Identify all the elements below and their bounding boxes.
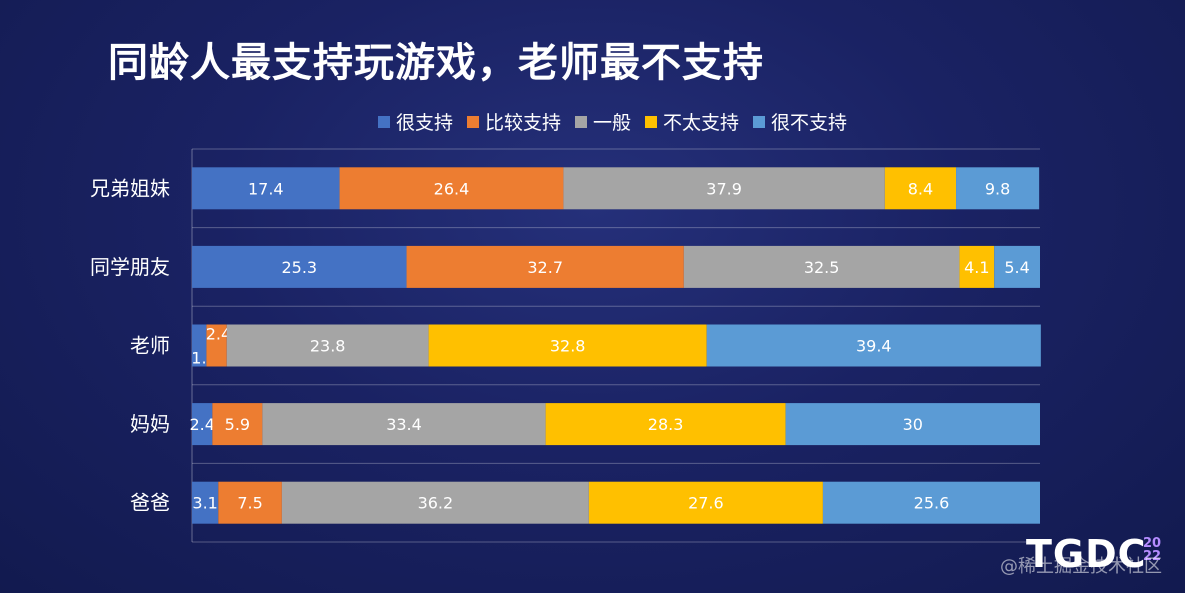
data-label: 28.3 [648, 415, 684, 434]
chart-legend: 很支持 比较支持 一般 不太支持 很不支持 [0, 108, 1185, 135]
data-label: 17.4 [248, 179, 284, 198]
data-label: 37.9 [706, 179, 742, 198]
legend-label-support: 比较支持 [484, 112, 561, 134]
bar-segment [428, 324, 707, 367]
legend-swatch-very-not [753, 115, 766, 128]
legend-item-not-really: 不太支持 [645, 108, 739, 135]
data-label: 25.3 [281, 258, 317, 277]
legend-item-support: 比较支持 [466, 108, 561, 135]
data-label: 27.6 [688, 494, 724, 513]
data-label: 30 [903, 415, 923, 434]
bar-segment [959, 245, 995, 288]
bar-segment [192, 481, 219, 524]
bar-segment [192, 403, 213, 446]
bar-segment [406, 245, 684, 288]
bar-segment [994, 245, 1040, 288]
legend-item-very-not: 很不支持 [753, 108, 847, 135]
data-label: 5.4 [1004, 258, 1029, 277]
data-label: 5.9 [225, 415, 250, 434]
bar-segment [563, 167, 885, 210]
data-label: 33.4 [386, 415, 422, 434]
bar-segment [192, 324, 207, 367]
logo-year-top: 20 [1143, 536, 1162, 551]
legend-label-not-really: 不太支持 [663, 112, 740, 134]
legend-swatch-support [466, 115, 479, 128]
data-label: 2.4 [189, 415, 214, 434]
category-label: 同学朋友 [90, 255, 170, 279]
data-label: 3.1 [192, 494, 217, 513]
bar-segment [212, 403, 263, 446]
category-label: 妈妈 [130, 412, 170, 436]
bar-segment [822, 481, 1040, 524]
logo-year-text: 20 22 [1143, 537, 1161, 563]
data-label: 25.6 [914, 494, 950, 513]
category-label: 爸爸 [130, 491, 170, 515]
data-label: 8.4 [908, 179, 933, 198]
bar-segment [588, 481, 823, 524]
data-label: 23.8 [310, 337, 346, 356]
bar-segment [956, 167, 1040, 210]
bar-segment [884, 167, 957, 210]
bar-segment [218, 481, 282, 524]
data-label: 9.8 [985, 179, 1010, 198]
watermark: @稀土掘金技术社区 [1000, 556, 1162, 577]
legend-label-neutral: 一般 [592, 112, 631, 134]
legend-label-very-not: 很不支持 [771, 112, 848, 134]
data-label: 32.5 [804, 258, 840, 277]
bar-segment [192, 245, 407, 288]
legend-item-very-support: 很支持 [377, 108, 453, 135]
data-label: 32.7 [527, 258, 563, 277]
category-label: 兄弟姐妹 [90, 176, 170, 200]
bar-segment [226, 324, 429, 367]
tgdc-logo: TGDC [1026, 532, 1147, 576]
legend-swatch-not-really [645, 115, 657, 128]
bar-segment [545, 403, 786, 446]
legend-swatch-neutral [574, 115, 587, 128]
legend-label-very-support: 很支持 [395, 112, 453, 134]
category-label: 老师 [130, 334, 170, 358]
logo-year-bottom: 22 [1143, 549, 1162, 564]
data-label: 2.4 [206, 325, 231, 344]
data-label: 36.2 [418, 494, 454, 513]
legend-item-neutral: 一般 [574, 108, 631, 135]
bar-segment [206, 324, 227, 367]
bar-segment [281, 481, 589, 524]
data-label: 7.5 [237, 494, 262, 513]
data-label: 4.1 [964, 258, 989, 277]
data-label: 39.4 [856, 337, 892, 356]
data-label: 32.8 [550, 337, 586, 356]
data-label: 26.4 [434, 179, 470, 198]
bar-segment [339, 167, 564, 210]
bar-segment [262, 403, 546, 446]
legend-swatch-very-support [377, 115, 390, 128]
bar-segment [683, 245, 960, 288]
slide-title: 同龄人最支持玩游戏，老师最不支持 [108, 40, 764, 86]
bar-segment [785, 403, 1040, 446]
bar-segment [706, 324, 1041, 367]
bar-segment [192, 167, 340, 210]
tgdc-logo-year: 20 22 [1143, 537, 1161, 563]
